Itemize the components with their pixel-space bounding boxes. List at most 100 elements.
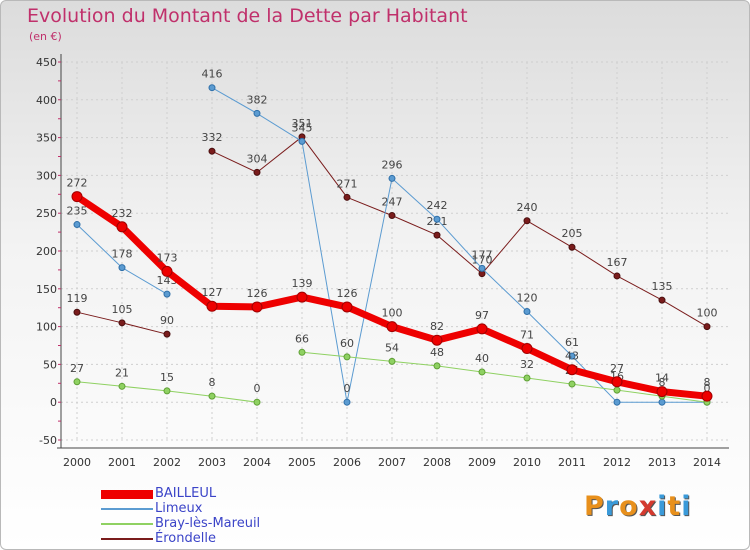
x-tick-label: 2007 [378, 456, 406, 469]
logo-letter: P [584, 491, 605, 522]
data-label-bray-l-s-mareuil: 40 [475, 352, 489, 365]
data-label--rondelle: 240 [517, 201, 538, 214]
legend-label: Limeux [155, 501, 203, 516]
data-point-bray-l-s-mareuil [613, 386, 621, 394]
data-label-bray-l-s-mareuil: 8 [209, 376, 216, 389]
data-label-bailleul: 100 [382, 307, 403, 320]
data-point-bailleul [116, 221, 128, 233]
logo-letter: i [681, 491, 692, 522]
data-label-limeux: 178 [112, 248, 133, 261]
data-point-bray-l-s-mareuil [163, 387, 171, 395]
data-point-limeux [208, 84, 216, 92]
data-point-bailleul [431, 334, 443, 346]
data-point--rondelle [433, 231, 441, 239]
legend-swatch [101, 523, 153, 525]
x-tick-label: 2002 [153, 456, 181, 469]
data-label-limeux: 235 [67, 205, 88, 218]
x-tick-label: 2000 [63, 456, 91, 469]
data-label--rondelle: 119 [67, 292, 88, 305]
data-point-bailleul [251, 301, 263, 313]
data-point-limeux [388, 174, 396, 182]
y-tick-label: 400 [36, 94, 57, 107]
data-label-bray-l-s-mareuil: 60 [340, 337, 354, 350]
data-label-bailleul: 232 [112, 207, 133, 220]
data-label-bray-l-s-mareuil: 0 [254, 382, 261, 395]
x-tick-label: 2001 [108, 456, 136, 469]
data-point-limeux [433, 215, 441, 223]
data-label-bray-l-s-mareuil: 8 [659, 376, 666, 389]
data-label--rondelle: 271 [337, 177, 358, 190]
data-point-bailleul [701, 390, 713, 402]
data-label-bray-l-s-mareuil: 27 [70, 362, 84, 375]
data-point-limeux [298, 137, 306, 145]
data-label-bailleul: 82 [430, 320, 444, 333]
data-label--rondelle: 247 [382, 195, 403, 208]
x-tick-label: 2013 [648, 456, 676, 469]
data-point-limeux [568, 352, 576, 360]
data-label-bailleul: 127 [202, 286, 223, 299]
x-tick-label: 2011 [558, 456, 586, 469]
data-label-limeux: 0 [344, 382, 351, 395]
data-point-bray-l-s-mareuil [343, 353, 351, 361]
y-tick-label: 200 [36, 245, 57, 258]
data-point-bray-l-s-mareuil [73, 378, 81, 386]
data-point-limeux [613, 398, 621, 406]
logo-letter: r [604, 491, 620, 522]
data-label--rondelle: 105 [112, 303, 133, 316]
data-label-bailleul: 43 [565, 350, 579, 363]
legend-label: Érondelle [155, 531, 216, 546]
data-label--rondelle: 170 [472, 254, 493, 267]
x-tick-label: 2008 [423, 456, 451, 469]
logo-letter: i [657, 491, 668, 522]
data-label-bailleul: 139 [292, 277, 313, 290]
y-tick-label: 0 [50, 396, 57, 409]
data-label-limeux: 61 [565, 336, 579, 349]
data-point--rondelle [118, 319, 126, 327]
data-point-bailleul [161, 265, 173, 277]
data-point-bray-l-s-mareuil [568, 380, 576, 388]
data-point-limeux [118, 264, 126, 272]
data-label--rondelle: 205 [562, 227, 583, 240]
data-label-bailleul: 126 [337, 287, 358, 300]
data-label-limeux: 416 [202, 68, 223, 81]
y-tick-label: 350 [36, 132, 57, 145]
logo-letter: o [619, 491, 639, 522]
y-tick-label: 300 [36, 169, 57, 182]
data-point-bray-l-s-mareuil [253, 398, 261, 406]
chart-title: Evolution du Montant de la Dette par Hab… [27, 5, 468, 27]
y-tick-label: -50 [39, 434, 57, 447]
data-label-limeux: 242 [427, 199, 448, 212]
logo-letter: t [667, 491, 682, 522]
data-point-bray-l-s-mareuil [388, 357, 396, 365]
data-label-bray-l-s-mareuil: 15 [160, 371, 174, 384]
data-point-limeux [523, 307, 531, 315]
data-point-bailleul [341, 301, 353, 313]
data-point-limeux [478, 264, 486, 272]
data-label-bray-l-s-mareuil: 32 [520, 358, 534, 371]
data-label-bray-l-s-mareuil: 21 [115, 366, 129, 379]
data-point--rondelle [388, 211, 396, 219]
y-tick-label: 150 [36, 283, 57, 296]
legend-swatch [101, 489, 153, 499]
data-point--rondelle [253, 168, 261, 176]
x-tick-label: 2010 [513, 456, 541, 469]
data-label--rondelle: 90 [160, 314, 174, 327]
series-line-limeux [76, 87, 708, 403]
data-point--rondelle [163, 330, 171, 338]
data-point-bailleul [386, 321, 398, 333]
data-label-bailleul: 126 [247, 287, 268, 300]
data-point-bray-l-s-mareuil [118, 382, 126, 390]
data-label--rondelle: 332 [202, 131, 223, 144]
data-label-bray-l-s-mareuil: 0 [704, 382, 711, 395]
data-label--rondelle: 135 [652, 280, 673, 293]
x-tick-label: 2014 [693, 456, 721, 469]
data-label--rondelle: 351 [292, 117, 313, 130]
legend-label: Bray-lès-Mareuil [155, 516, 261, 531]
data-point-bailleul [71, 191, 83, 203]
data-label-limeux: 345 [292, 121, 313, 134]
data-label-bray-l-s-mareuil: 66 [295, 332, 309, 345]
legend-swatch [101, 538, 153, 540]
data-point-bailleul [476, 323, 488, 335]
